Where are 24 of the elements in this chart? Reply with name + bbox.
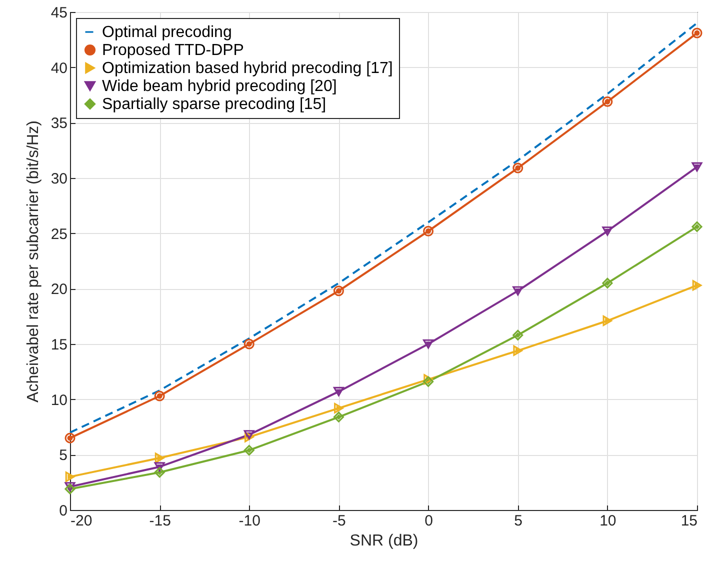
legend-label: Spartially sparse precoding [15] [102, 96, 326, 113]
y-tick-label: 45 [50, 4, 68, 22]
x-tick-label: 15 [680, 512, 698, 530]
legend-label: Optimization based hybrid precoding [17] [102, 60, 393, 77]
y-tick-label: 25 [50, 226, 68, 243]
y-tick-label: 40 [50, 60, 68, 77]
x-tick-label: 0 [424, 512, 433, 530]
legend-label: Wide beam hybrid precoding [20] [102, 78, 337, 95]
y-axis-title: Acheivabel rate per subcarrier (bit/s/Hz) [24, 120, 42, 402]
legend-label: Proposed TTD-DPP [102, 42, 244, 59]
legend-label: Optimal precoding [102, 24, 232, 41]
x-tick-label: -5 [332, 512, 346, 530]
y-tick-label: 20 [50, 281, 68, 298]
y-tick-label: 30 [50, 170, 68, 188]
y-tick-label: 10 [50, 392, 68, 409]
x-tick-label: -15 [149, 512, 171, 530]
x-tick-label: 5 [514, 512, 523, 530]
x-tick-label: -10 [238, 512, 260, 530]
y-tick-label: 35 [50, 115, 68, 132]
x-axis-title: SNR (dB) [350, 532, 418, 550]
x-tick-label: 10 [600, 512, 616, 530]
x-tick-label: -20 [70, 512, 92, 530]
y-tick-label: 5 [59, 447, 68, 464]
y-tick-label: 15 [50, 336, 68, 354]
